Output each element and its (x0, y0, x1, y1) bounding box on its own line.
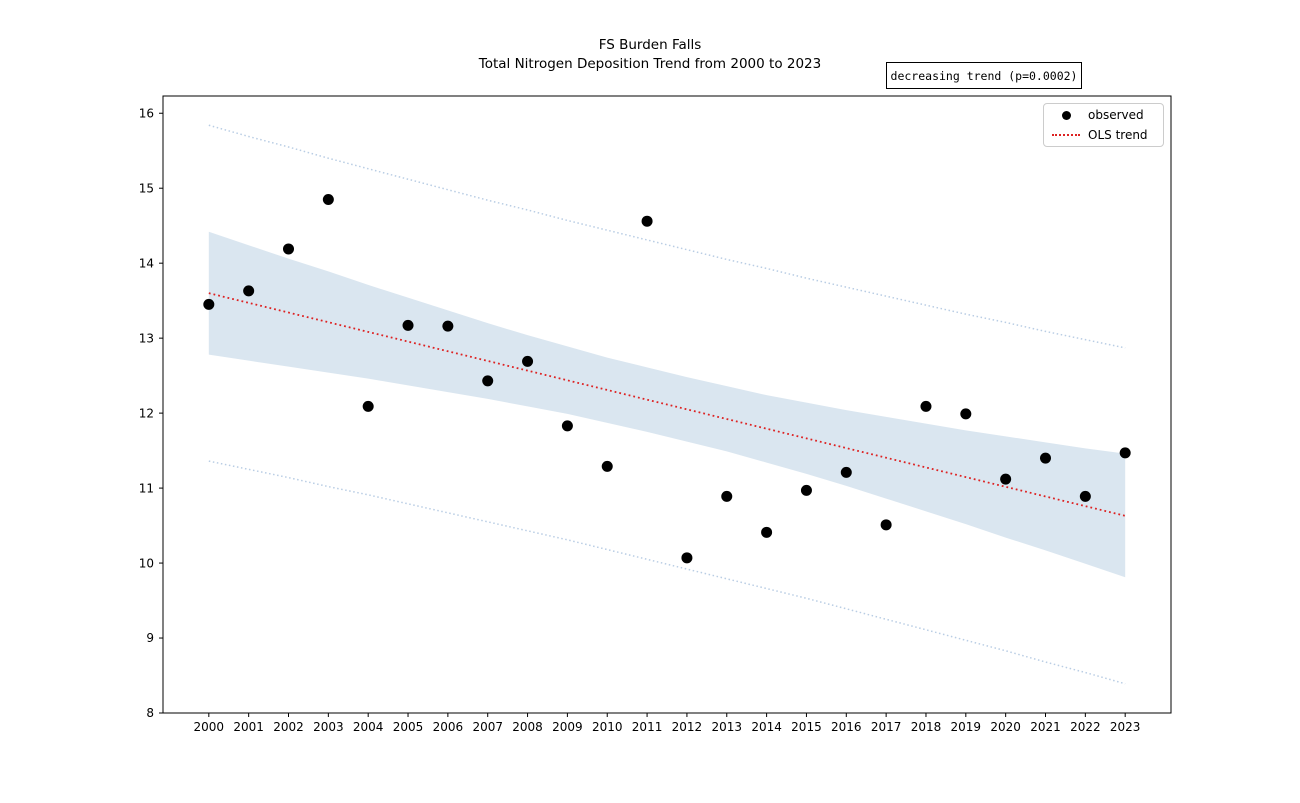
y-tick-label: 16 (139, 106, 154, 120)
observed-point (761, 526, 773, 538)
ols-trend-line (208, 292, 1126, 517)
x-tick-label: 2019 (951, 720, 982, 734)
observed-point (960, 408, 972, 420)
observed-point (641, 215, 653, 227)
y-tick-label: 11 (139, 481, 154, 495)
observed-point (1079, 490, 1091, 502)
ols-trend-marker-icon (1044, 134, 1088, 136)
x-tick-label: 2016 (831, 720, 862, 734)
x-tick-label: 2008 (512, 720, 543, 734)
observed-point (243, 285, 255, 297)
x-tick-label: 2013 (711, 720, 742, 734)
x-tick-label: 2004 (353, 720, 384, 734)
observed-point (283, 243, 295, 255)
x-tick-label: 2007 (472, 720, 503, 734)
observed-point (561, 420, 573, 432)
prediction-interval-lower (208, 460, 1126, 685)
legend: observed OLS trend (1043, 103, 1164, 147)
chart-title-block: FS Burden Falls Total Nitrogen Depositio… (0, 36, 1300, 74)
observed-point (482, 375, 494, 387)
x-tick-label: 2009 (552, 720, 583, 734)
observed-point (920, 400, 932, 412)
x-tick-label: 2017 (871, 720, 902, 734)
observed-point (322, 193, 334, 205)
y-tick-label: 8 (146, 706, 154, 720)
observed-point (800, 484, 812, 496)
y-tick-label: 14 (139, 256, 154, 270)
observed-point (1000, 473, 1012, 485)
observed-point (1119, 447, 1131, 459)
observed-point (840, 466, 852, 478)
x-tick-label: 2010 (592, 720, 623, 734)
chart-title: FS Burden Falls (598, 37, 702, 53)
observed-point (681, 552, 693, 564)
observed-point (362, 400, 374, 412)
trend-annotation-text: decreasing trend (p=0.0002) (890, 68, 1078, 83)
chart-subtitle: Total Nitrogen Deposition Trend from 200… (478, 56, 822, 72)
x-tick-label: 2002 (273, 720, 304, 734)
y-tick-label: 15 (139, 181, 154, 195)
y-tick-label: 9 (146, 631, 154, 645)
x-tick-label: 2001 (233, 720, 264, 734)
x-tick-label: 2021 (1030, 720, 1061, 734)
x-tick-label: 2000 (194, 720, 225, 734)
observed-point (203, 298, 215, 310)
observed-marker-icon (1044, 110, 1088, 120)
x-tick-label: 2012 (672, 720, 703, 734)
trend-annotation-box: decreasing trend (p=0.0002) (886, 62, 1082, 89)
observed-point (1039, 452, 1051, 464)
y-tick-label: 10 (139, 556, 154, 570)
observed-point (880, 519, 892, 531)
x-tick-label: 2020 (990, 720, 1021, 734)
x-tick-label: 2003 (313, 720, 344, 734)
observed-point (721, 490, 733, 502)
observed-point (402, 319, 414, 331)
axes-frame (162, 95, 1172, 714)
x-tick-label: 2006 (433, 720, 464, 734)
x-tick-label: 2022 (1070, 720, 1101, 734)
legend-item-ols-trend: OLS trend (1044, 127, 1163, 144)
observed-point (442, 320, 454, 332)
x-tick-label: 2011 (632, 720, 663, 734)
x-tick-label: 2018 (911, 720, 942, 734)
x-tick-label: 2015 (791, 720, 822, 734)
legend-label-ols-trend: OLS trend (1088, 128, 1148, 142)
y-tick-label: 12 (139, 406, 154, 420)
x-tick-label: 2014 (751, 720, 782, 734)
observed-point (522, 355, 534, 367)
x-tick-label: 2023 (1110, 720, 1141, 734)
observed-point (601, 460, 613, 472)
legend-label-observed: observed (1088, 108, 1144, 122)
y-tick-label: 13 (139, 331, 154, 345)
x-tick-label: 2005 (393, 720, 424, 734)
legend-item-observed: observed (1044, 107, 1163, 124)
